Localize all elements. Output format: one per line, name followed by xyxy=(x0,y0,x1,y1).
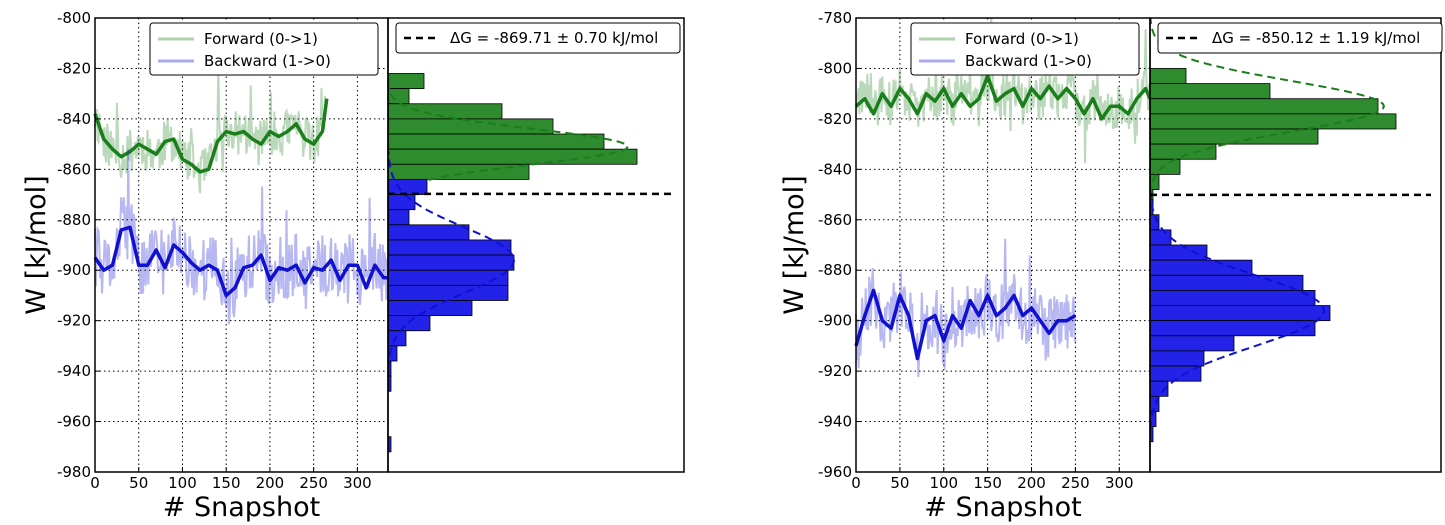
legend-label: Forward (0->1) xyxy=(204,30,318,48)
hist-fit-backward xyxy=(1149,191,1326,430)
histogram-frame xyxy=(1149,17,1442,473)
delta-g-legend-box xyxy=(1157,22,1443,54)
hist-bar-backward xyxy=(387,194,416,211)
y-tick-label: -900 xyxy=(57,261,91,279)
y-tick-label: -840 xyxy=(818,160,852,178)
delta-g-legend-box xyxy=(395,22,681,54)
hist-bar-backward xyxy=(387,209,410,226)
x-tick-label: 100 xyxy=(929,474,958,492)
hist-bar-backward xyxy=(387,284,509,301)
x-tick-label: 50 xyxy=(890,474,909,492)
delta-g-legend-label: ΔG = -869.71 ± 0.70 kJ/mol xyxy=(450,29,658,47)
hist-bar-backward xyxy=(1149,244,1208,261)
y-axis-label: W [kJ/mol] xyxy=(21,175,52,314)
y-axis-label: W [kJ/mol] xyxy=(779,175,810,314)
y-tick-label: -840 xyxy=(57,110,91,128)
hist-fit-forward xyxy=(1149,17,1386,195)
y-tick-label: -880 xyxy=(818,261,852,279)
y-tick-label: -940 xyxy=(818,413,852,431)
x-tick-label: 150 xyxy=(973,474,1002,492)
hist-bar-backward xyxy=(387,239,512,256)
y-tick-label: -860 xyxy=(818,211,852,229)
delta-g-legend: ΔG = -869.71 ± 0.70 kJ/mol xyxy=(395,22,681,54)
hist-bar-backward xyxy=(1149,335,1235,352)
legend-box xyxy=(149,22,379,76)
hist-bar-forward xyxy=(387,148,638,165)
hist-bar-forward xyxy=(1149,113,1397,130)
x-tick-label: 250 xyxy=(1061,474,1090,492)
chart-panel-1: -800 -820 -840 -860 -880 -900 -920 -940 -960 -980… xyxy=(21,9,685,523)
hist-bar-forward xyxy=(387,133,605,150)
y-tick-label: -980 xyxy=(57,463,91,481)
hist-bar-backward xyxy=(1149,350,1205,367)
histogram xyxy=(387,73,638,453)
y-tick-label: -940 xyxy=(57,362,91,380)
x-tick-label: 150 xyxy=(212,474,241,492)
hist-bar-backward xyxy=(387,224,470,241)
y-tick-label: -780 xyxy=(818,9,852,27)
hist-bar-backward xyxy=(387,330,407,347)
hist-bar-backward xyxy=(387,315,431,332)
legend-label: Backward (1->0) xyxy=(965,52,1092,70)
y-tick-label: -920 xyxy=(818,362,852,380)
histogram xyxy=(1149,17,1397,443)
x-tick-label: 200 xyxy=(256,474,285,492)
y-tick-label: -880 xyxy=(57,211,91,229)
y-tick-label: -800 xyxy=(818,59,852,77)
delta-g-legend: ΔG = -850.12 ± 1.19 kJ/mol xyxy=(1157,22,1443,54)
x-axis-label: # Snapshot xyxy=(163,492,320,523)
histogram-frame xyxy=(387,17,685,473)
series-raw-forward xyxy=(855,17,1151,164)
y-tick-label: -820 xyxy=(818,110,852,128)
x-tick-label: 0 xyxy=(90,474,100,492)
hist-bar-forward xyxy=(1149,83,1271,100)
x-tick-label: 50 xyxy=(129,474,148,492)
series-line-backward xyxy=(93,225,389,298)
hist-bar-backward xyxy=(387,269,509,286)
series-line-forward xyxy=(93,98,329,174)
y-tick-label: -800 xyxy=(57,9,91,27)
x-tick-label: 300 xyxy=(343,474,372,492)
delta-g-legend-label: ΔG = -850.12 ± 1.19 kJ/mol xyxy=(1212,29,1420,47)
x-tick-label: 0 xyxy=(851,474,861,492)
y-tick-label: -900 xyxy=(818,312,852,330)
hist-bar-backward xyxy=(1149,289,1316,306)
hist-bar-forward xyxy=(1149,98,1379,115)
series-line-forward xyxy=(854,74,1152,121)
hist-bar-backward xyxy=(1149,305,1331,322)
series-raw-forward xyxy=(94,66,328,194)
chart-panel-2: -780 -800 -820 -840 -860 -880 -900 -920 -940 -960… xyxy=(779,9,1443,523)
series-line-backward xyxy=(854,288,1077,361)
legend-label: Backward (1->0) xyxy=(204,52,331,70)
legend-box xyxy=(910,22,1140,76)
hist-bar-forward xyxy=(387,73,425,90)
hist-bar-backward xyxy=(1149,229,1172,246)
hist-bar-forward xyxy=(387,118,554,135)
x-tick-label: 100 xyxy=(168,474,197,492)
legend: Forward (0->1) Backward (1->0) xyxy=(149,22,379,76)
hist-bar-backward xyxy=(387,254,515,271)
y-tick-label: -960 xyxy=(57,413,91,431)
x-axis-label: # Snapshot xyxy=(924,492,1081,523)
x-tick-label: 250 xyxy=(299,474,328,492)
x-tick-label: 300 xyxy=(1105,474,1134,492)
hist-bar-forward xyxy=(1149,68,1187,84)
y-tick-label: -860 xyxy=(57,160,91,178)
series-raw-backward xyxy=(855,238,1077,378)
hist-bar-forward xyxy=(1149,158,1181,175)
hist-bar-backward xyxy=(1149,320,1316,337)
legend: Forward (0->1) Backward (1->0) xyxy=(910,22,1140,76)
hist-fit-backward xyxy=(387,151,516,369)
y-tick-label: -820 xyxy=(57,59,91,77)
hist-bar-backward xyxy=(1149,259,1253,276)
legend-label: Forward (0->1) xyxy=(965,30,1079,48)
y-tick-label: -920 xyxy=(57,312,91,330)
hist-bar-backward xyxy=(387,179,428,195)
hist-bar-backward xyxy=(387,300,473,317)
y-tick-label: -960 xyxy=(818,463,852,481)
x-tick-label: 200 xyxy=(1017,474,1046,492)
